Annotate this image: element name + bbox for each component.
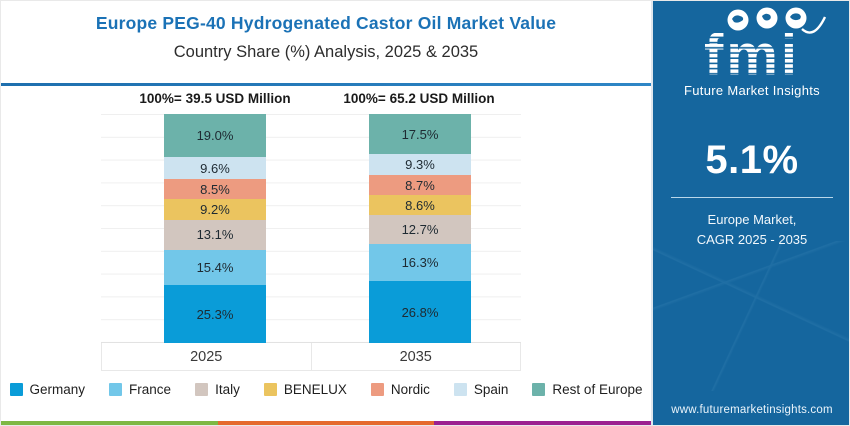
cagr-label-line1: Europe Market, bbox=[707, 212, 797, 227]
legend-swatch bbox=[109, 383, 123, 396]
segment-value-label: 8.7% bbox=[405, 177, 435, 193]
segment-value-label: 8.5% bbox=[200, 181, 230, 197]
segment-value-label: 16.3% bbox=[401, 255, 439, 271]
segment-value-label: 19.0% bbox=[196, 128, 234, 144]
legend-label: Spain bbox=[473, 382, 509, 397]
legend-label: France bbox=[129, 382, 172, 397]
segment-italy: 13.1% bbox=[164, 219, 266, 250]
legend-item-italy: Italy bbox=[195, 382, 240, 397]
segment-nordic: 8.5% bbox=[164, 179, 266, 199]
segment-value-label: 13.1% bbox=[196, 227, 234, 243]
website-url: www.futuremarketinsights.com bbox=[671, 404, 833, 416]
fmi-logo: fmi bbox=[704, 7, 827, 87]
stacked-bar-chart: 100%= 39.5 USD Million 100%= 65.2 USD Mi… bbox=[1, 86, 651, 373]
stripe-segment-0 bbox=[1, 421, 218, 425]
page-subtitle: Country Share (%) Analysis, 2025 & 2035 bbox=[173, 43, 479, 61]
x-axis-label-2025: 2025 bbox=[101, 343, 312, 371]
legend-item-germany: Germany bbox=[9, 382, 86, 397]
segment-rest-of-europe: 19.0% bbox=[164, 114, 266, 158]
segment-spain: 9.6% bbox=[164, 157, 266, 180]
segment-rest-of-europe: 17.5% bbox=[369, 114, 471, 155]
segment-value-label: 12.7% bbox=[401, 222, 439, 237]
legend-swatch bbox=[9, 383, 23, 396]
header: Europe PEG-40 Hydrogenated Castor Oil Ma… bbox=[1, 1, 651, 86]
segment-benelux: 8.6% bbox=[369, 195, 471, 215]
page-title: Europe PEG-40 Hydrogenated Castor Oil Ma… bbox=[95, 13, 557, 33]
segment-france: 15.4% bbox=[164, 249, 266, 286]
segment-france: 16.3% bbox=[369, 244, 471, 282]
segment-value-label: 26.8% bbox=[401, 304, 439, 320]
logo-wordmark: fmi bbox=[704, 23, 800, 87]
legend-label: Italy bbox=[215, 382, 240, 397]
legend-label: Rest of Europe bbox=[552, 382, 643, 397]
chart-section: Europe PEG-40 Hydrogenated Castor Oil Ma… bbox=[1, 1, 652, 425]
segment-spain: 9.3% bbox=[369, 154, 471, 176]
segment-germany: 25.3% bbox=[164, 285, 266, 343]
legend-label: Nordic bbox=[390, 382, 430, 397]
segment-nordic: 8.7% bbox=[369, 175, 471, 196]
legend-swatch bbox=[370, 383, 384, 396]
footer-stripe bbox=[1, 421, 652, 425]
x-axis-label-2035: 2035 bbox=[310, 343, 521, 371]
segment-germany: 26.8% bbox=[369, 281, 471, 343]
segment-value-label: 9.3% bbox=[405, 157, 435, 173]
bar-2025: 19.0% 9.6% 8.5% 9.2% 13.1% 15.4% 25.3% bbox=[164, 114, 266, 343]
legend-swatch bbox=[453, 383, 467, 396]
panel-divider bbox=[671, 197, 833, 198]
legend-item-rest-of-europe: Rest of Europe bbox=[532, 382, 642, 397]
segment-value-label: 9.2% bbox=[200, 201, 230, 217]
legend-swatch bbox=[263, 383, 277, 396]
legend-item-france: France bbox=[109, 382, 171, 397]
segment-value-label: 8.6% bbox=[405, 197, 435, 213]
cagr-label-line2: CAGR 2025 - 2035 bbox=[696, 232, 808, 248]
cagr-value: 5.1% bbox=[705, 138, 799, 182]
legend-label: Germany bbox=[29, 382, 86, 397]
total-label-2035: 100%= 65.2 USD Million bbox=[343, 91, 495, 106]
legend-swatch bbox=[532, 383, 546, 396]
legend-swatch bbox=[195, 383, 209, 396]
segment-benelux: 9.2% bbox=[164, 198, 266, 220]
logo-subtext: Future Market Insights bbox=[684, 83, 820, 98]
legend-label: BENELUX bbox=[283, 382, 347, 397]
brand-panel: fmi Future Market Insights 5.1% Europe M… bbox=[651, 1, 849, 425]
globe-icons bbox=[727, 7, 807, 31]
segment-value-label: 25.3% bbox=[196, 306, 234, 322]
segment-value-label: 15.4% bbox=[196, 259, 234, 275]
logo-swoosh bbox=[801, 16, 827, 34]
chart-legend: Germany France Italy BENELUX Nordic Spain Rest… bbox=[1, 373, 651, 421]
legend-item-spain: Spain bbox=[453, 382, 509, 397]
bar-2035: 17.5% 9.3% 8.7% 8.6% 12.7% 16.3% 26.8% bbox=[369, 114, 471, 343]
legend-item-benelux: BENELUX bbox=[263, 382, 347, 397]
stripe-segment-2 bbox=[434, 421, 652, 425]
segment-italy: 12.7% bbox=[369, 214, 471, 245]
segment-value-label: 17.5% bbox=[401, 126, 439, 142]
header-rule bbox=[1, 83, 651, 86]
total-label-2025: 100%= 39.5 USD Million bbox=[139, 91, 291, 106]
segment-value-label: 9.6% bbox=[200, 160, 230, 176]
legend-item-nordic: Nordic bbox=[370, 382, 430, 397]
cagr-label: Europe Market, CAGR 2025 - 2035 bbox=[697, 210, 808, 250]
stripe-segment-1 bbox=[217, 421, 435, 425]
x-axis: 2025 2035 bbox=[101, 343, 521, 371]
